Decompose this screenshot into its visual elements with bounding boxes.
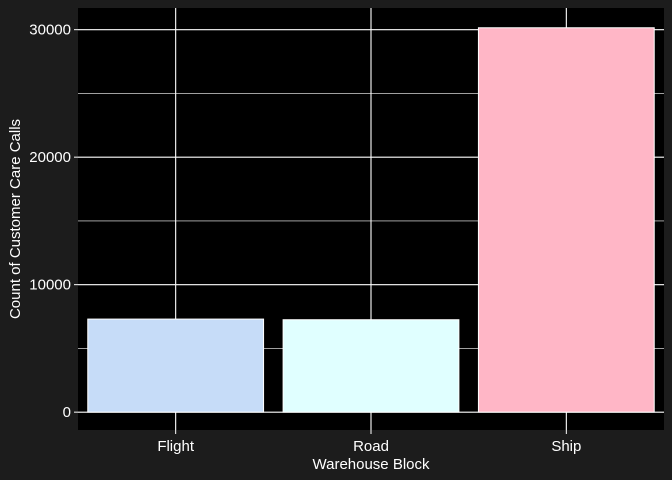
- y-axis-ticks: 0 10000 20000 30000: [29, 22, 78, 421]
- y-tick-label: 0: [63, 404, 71, 421]
- bar-road: [282, 319, 460, 413]
- x-axis-title: Warehouse Block: [313, 456, 430, 473]
- x-tick-label: Ship: [551, 438, 581, 455]
- x-axis-ticks: Flight Road Ship: [157, 430, 581, 455]
- bars: [87, 27, 655, 413]
- bar-ship: [477, 27, 655, 413]
- y-tick-label: 20000: [29, 149, 71, 166]
- x-tick-label: Flight: [157, 438, 195, 455]
- y-tick-label: 10000: [29, 277, 71, 294]
- y-axis-title: Count of Customer Care Calls: [7, 119, 24, 319]
- x-tick-label: Road: [353, 438, 389, 455]
- bar-flight: [87, 318, 265, 413]
- y-tick-label: 30000: [29, 22, 71, 39]
